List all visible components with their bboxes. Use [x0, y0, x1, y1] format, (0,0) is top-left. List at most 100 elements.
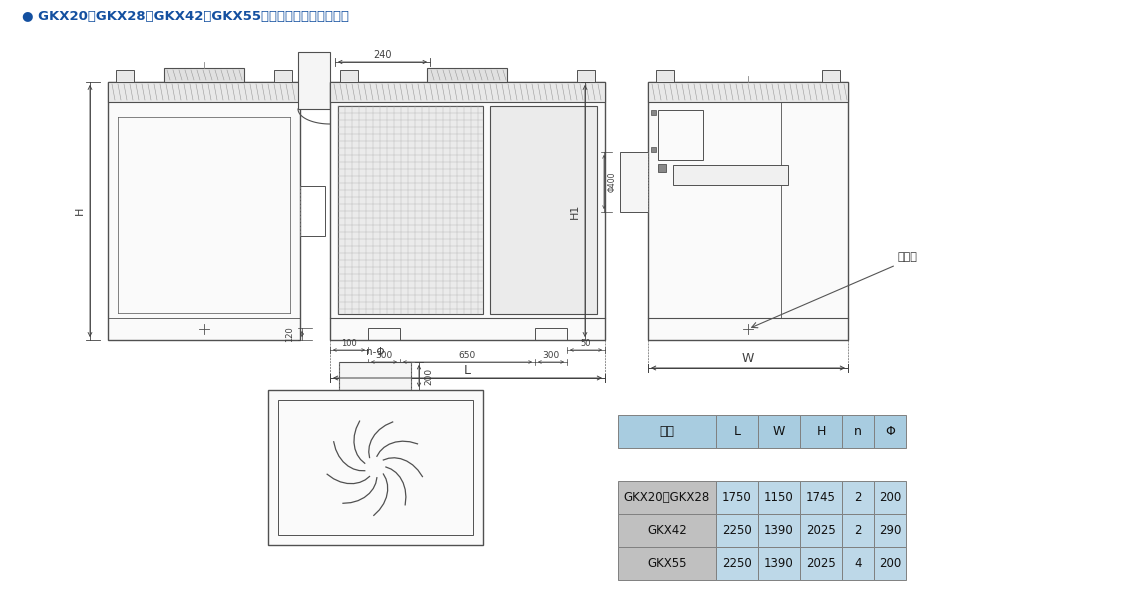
Bar: [651, 147, 656, 152]
Circle shape: [502, 263, 508, 268]
Bar: [716, 481, 758, 514]
Circle shape: [502, 146, 508, 151]
Circle shape: [493, 236, 499, 240]
Circle shape: [566, 181, 570, 186]
Circle shape: [575, 181, 579, 186]
Circle shape: [556, 263, 561, 268]
Circle shape: [520, 109, 526, 114]
Circle shape: [529, 164, 535, 169]
Bar: [648, 82, 848, 340]
Circle shape: [677, 168, 692, 182]
Text: 240: 240: [373, 50, 391, 60]
Bar: [656, 70, 674, 82]
Circle shape: [584, 199, 588, 205]
Bar: [428, 68, 507, 82]
Circle shape: [520, 236, 526, 240]
Circle shape: [529, 226, 535, 231]
Circle shape: [556, 298, 561, 303]
Text: 1150: 1150: [765, 491, 794, 504]
Bar: [164, 68, 244, 82]
Circle shape: [520, 298, 526, 303]
Circle shape: [566, 191, 570, 196]
Circle shape: [538, 127, 544, 132]
Circle shape: [547, 308, 553, 312]
Bar: [800, 547, 841, 580]
Circle shape: [538, 172, 544, 178]
Circle shape: [584, 298, 588, 303]
Circle shape: [566, 146, 570, 151]
Circle shape: [575, 191, 579, 196]
Circle shape: [538, 280, 544, 285]
Circle shape: [737, 111, 745, 119]
Circle shape: [493, 271, 499, 277]
Text: 排水口: 排水口: [898, 252, 918, 262]
Circle shape: [575, 218, 579, 223]
Circle shape: [556, 127, 561, 132]
Circle shape: [584, 109, 588, 114]
Circle shape: [744, 168, 758, 182]
Bar: [841, 547, 874, 580]
Circle shape: [584, 271, 588, 277]
Circle shape: [584, 191, 588, 196]
Circle shape: [566, 236, 570, 240]
Circle shape: [584, 164, 588, 169]
Circle shape: [529, 154, 535, 159]
Circle shape: [575, 271, 579, 277]
Circle shape: [529, 290, 535, 295]
Text: 2025: 2025: [806, 524, 836, 537]
Circle shape: [502, 164, 508, 169]
Circle shape: [502, 127, 508, 132]
Circle shape: [529, 236, 535, 240]
Circle shape: [566, 271, 570, 277]
Circle shape: [547, 109, 553, 114]
Circle shape: [575, 199, 579, 205]
Bar: [268, 390, 483, 545]
Bar: [758, 415, 800, 448]
Text: n: n: [854, 425, 862, 438]
Circle shape: [556, 154, 561, 159]
Circle shape: [529, 308, 535, 312]
Text: 4: 4: [854, 557, 862, 570]
Circle shape: [511, 271, 517, 277]
Circle shape: [556, 226, 561, 231]
Circle shape: [575, 146, 579, 151]
Circle shape: [529, 137, 535, 141]
Text: 200: 200: [879, 557, 901, 570]
Circle shape: [547, 137, 553, 141]
Bar: [673, 165, 788, 185]
Text: 1390: 1390: [765, 557, 794, 570]
Circle shape: [511, 308, 517, 312]
Circle shape: [511, 164, 517, 169]
Circle shape: [520, 146, 526, 151]
Circle shape: [547, 271, 553, 277]
Circle shape: [556, 218, 561, 223]
Circle shape: [566, 226, 570, 231]
Circle shape: [502, 253, 508, 258]
Bar: [340, 70, 359, 82]
Text: 2025: 2025: [806, 557, 836, 570]
Text: H1: H1: [570, 204, 580, 219]
Bar: [330, 82, 605, 102]
Text: 2250: 2250: [722, 557, 752, 570]
Circle shape: [547, 119, 553, 124]
Circle shape: [547, 127, 553, 132]
Text: Φ400: Φ400: [607, 172, 616, 192]
Circle shape: [502, 181, 508, 186]
Text: 50: 50: [580, 338, 592, 347]
Circle shape: [584, 127, 588, 132]
Bar: [841, 481, 874, 514]
Circle shape: [520, 271, 526, 277]
Circle shape: [584, 218, 588, 223]
Text: 290: 290: [879, 524, 901, 537]
Circle shape: [529, 146, 535, 151]
Circle shape: [511, 127, 517, 132]
Circle shape: [566, 290, 570, 295]
Circle shape: [547, 199, 553, 205]
Bar: [338, 106, 483, 314]
Bar: [107, 82, 300, 340]
Bar: [618, 481, 716, 514]
Circle shape: [566, 308, 570, 312]
Circle shape: [711, 124, 719, 132]
Circle shape: [529, 191, 535, 196]
Circle shape: [584, 137, 588, 141]
